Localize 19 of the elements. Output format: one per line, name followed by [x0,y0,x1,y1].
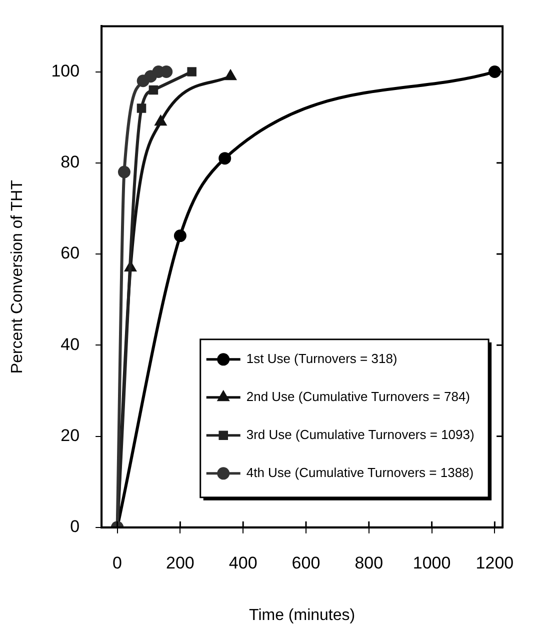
y-tick-label: 0 [70,517,80,536]
legend-label: 4th Use (Cumulative Turnovers = 1388) [246,464,474,480]
legend-label: 2nd Use (Cumulative Turnovers = 784) [246,388,470,404]
y-tick-label: 100 [51,61,80,80]
legend-label: 1st Use (Turnovers = 318) [246,350,398,366]
x-tick-label: 0 [112,553,122,572]
x-tick-label: 200 [166,553,194,572]
y-axis-title: Percent Conversion of THT [9,180,26,374]
x-tick-label: 1200 [476,553,514,572]
y-tick-label: 80 [60,152,80,172]
x-tick-label: 800 [354,553,384,572]
x-axis-title: Time (minutes) [249,606,356,624]
x-tick-label: 1000 [412,553,451,572]
legend-label: 3rd Use (Cumulative Turnovers = 1093) [246,426,474,442]
x-tick-label: 600 [292,553,320,572]
y-tick-label: 60 [60,244,80,263]
x-tick-label: 400 [228,553,258,572]
y-tick-label: 20 [60,426,80,445]
y-tick-label: 40 [60,334,80,354]
